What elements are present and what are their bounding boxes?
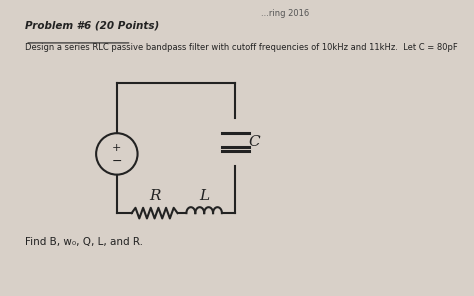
Text: ...ring 2016: ...ring 2016 bbox=[261, 9, 309, 18]
Text: Design a series RLC passive bandpass filter with cutoff frequencies of 10kHz and: Design a series RLC passive bandpass fil… bbox=[25, 43, 458, 52]
Text: −: − bbox=[111, 155, 122, 168]
Text: Problem #6 (20 Points): Problem #6 (20 Points) bbox=[25, 21, 159, 31]
Text: L: L bbox=[199, 189, 209, 203]
Text: C: C bbox=[248, 135, 260, 149]
Text: +: + bbox=[112, 143, 121, 153]
Text: R: R bbox=[149, 189, 161, 203]
Text: Find B, w₀, Q, L, and R.: Find B, w₀, Q, L, and R. bbox=[25, 237, 143, 247]
